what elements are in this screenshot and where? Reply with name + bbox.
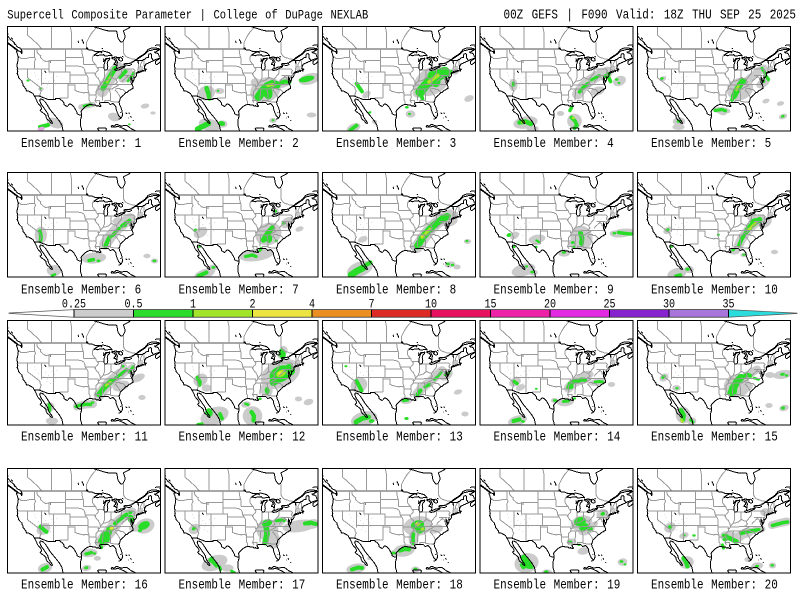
- svg-text:Ensemble Member: 3: Ensemble Member: 3: [336, 136, 456, 151]
- svg-text:Ensemble Member: 2: Ensemble Member: 2: [179, 136, 299, 151]
- svg-text:Ensemble Member: 11: Ensemble Member: 11: [21, 429, 148, 444]
- svg-text:Ensemble Member: 19: Ensemble Member: 19: [494, 577, 621, 592]
- svg-text:Ensemble Member: 6: Ensemble Member: 6: [21, 282, 141, 297]
- svg-text:Ensemble Member: 9: Ensemble Member: 9: [494, 282, 614, 297]
- svg-text:2: 2: [249, 299, 255, 312]
- svg-text:Ensemble Member: 4: Ensemble Member: 4: [494, 136, 614, 151]
- svg-text:10: 10: [425, 299, 437, 312]
- svg-text:Ensemble Member: 10: Ensemble Member: 10: [651, 282, 778, 297]
- svg-text:Ensemble Member: 1: Ensemble Member: 1: [21, 136, 141, 151]
- svg-text:Ensemble Member: 7: Ensemble Member: 7: [179, 282, 299, 297]
- svg-text:Ensemble Member: 17: Ensemble Member: 17: [179, 577, 306, 592]
- svg-text:15: 15: [484, 299, 496, 312]
- svg-text:Ensemble Member: 16: Ensemble Member: 16: [21, 577, 148, 592]
- svg-text:35: 35: [722, 299, 734, 312]
- svg-text:00Z GEFS | F090 Valid: 18Z THU: 00Z GEFS | F090 Valid: 18Z THU SEP 25 20…: [504, 8, 796, 23]
- svg-text:Ensemble Member: 13: Ensemble Member: 13: [336, 429, 463, 444]
- svg-text:Ensemble Member: 15: Ensemble Member: 15: [651, 429, 778, 444]
- svg-text:Ensemble Member: 8: Ensemble Member: 8: [336, 282, 456, 297]
- svg-text:0.5: 0.5: [124, 299, 142, 312]
- svg-text:Supercell Composite Parameter: Supercell Composite Parameter | College …: [7, 8, 368, 23]
- svg-text:Ensemble Member: 20: Ensemble Member: 20: [651, 577, 778, 592]
- svg-text:7: 7: [368, 299, 374, 312]
- svg-text:4: 4: [309, 299, 315, 312]
- svg-text:20: 20: [544, 299, 556, 312]
- svg-text:Ensemble Member: 5: Ensemble Member: 5: [651, 136, 771, 151]
- svg-text:1: 1: [190, 299, 196, 312]
- svg-text:0.25: 0.25: [62, 299, 86, 312]
- svg-text:30: 30: [663, 299, 675, 312]
- svg-text:Ensemble Member: 12: Ensemble Member: 12: [179, 429, 306, 444]
- svg-text:25: 25: [603, 299, 615, 312]
- svg-text:Ensemble Member: 14: Ensemble Member: 14: [494, 429, 621, 444]
- svg-text:Ensemble Member: 18: Ensemble Member: 18: [336, 577, 463, 592]
